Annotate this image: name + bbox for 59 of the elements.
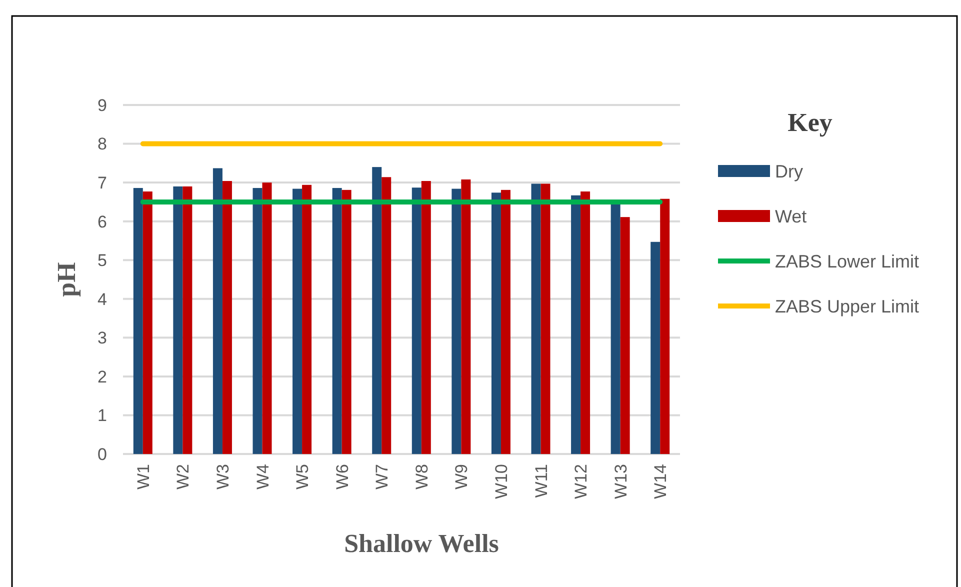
bar — [292, 188, 302, 454]
bar — [382, 177, 392, 454]
bar — [540, 184, 550, 454]
bar — [372, 167, 382, 454]
bar — [500, 190, 510, 454]
bar — [222, 181, 232, 454]
x-axis-title: Shallow Wells — [344, 529, 499, 558]
bar — [212, 168, 222, 454]
y-tick-label: 2 — [98, 367, 107, 386]
x-tick-label: W13 — [611, 464, 630, 499]
bar — [342, 190, 352, 454]
y-tick-label: 6 — [98, 212, 107, 232]
x-tick-label: W7 — [372, 464, 392, 490]
bar — [302, 184, 312, 454]
y-tick-label: 1 — [98, 406, 107, 426]
bar — [332, 188, 342, 454]
y-tick-label: 0 — [98, 444, 107, 464]
bar — [452, 188, 462, 454]
x-tick-label: W11 — [532, 464, 551, 498]
x-tick-label: W4 — [253, 464, 272, 490]
bar — [262, 182, 272, 454]
bar — [142, 191, 152, 454]
y-tick-label: 7 — [98, 174, 107, 193]
x-tick-label: W10 — [492, 464, 511, 499]
y-tick-label: 8 — [98, 134, 107, 154]
x-tick-label: W6 — [332, 464, 352, 490]
legend-title: Key — [788, 108, 832, 137]
x-tick-label: W12 — [572, 464, 591, 499]
legend-label: ZABS Lower Limit — [775, 251, 920, 272]
y-tick-label: 4 — [98, 290, 107, 309]
bar — [580, 191, 590, 454]
bar — [182, 186, 192, 454]
x-tick-label: W1 — [134, 464, 153, 490]
y-axis-title: pH — [52, 262, 81, 297]
x-tick-label: W2 — [174, 464, 193, 490]
bar — [252, 188, 262, 454]
legend-label: Dry — [775, 161, 803, 182]
x-tick-label: W14 — [651, 464, 670, 499]
x-tick-label: W3 — [213, 464, 232, 490]
bar — [133, 188, 143, 454]
bar — [660, 198, 670, 454]
bar — [650, 242, 660, 454]
bar — [412, 188, 422, 454]
bar — [421, 181, 431, 454]
x-tick-label: W8 — [412, 464, 432, 490]
bar — [610, 203, 620, 454]
x-tick-label: W5 — [293, 464, 312, 490]
y-tick-label: 9 — [98, 96, 107, 115]
legend-label: Wet — [775, 206, 807, 226]
y-tick-label: 5 — [98, 251, 107, 270]
bar — [571, 195, 581, 454]
x-tick-label: W9 — [452, 464, 472, 490]
y-tick-label: 3 — [98, 328, 107, 348]
legend-label: ZABS Upper Limit — [775, 296, 920, 316]
bar — [531, 184, 541, 454]
bar — [491, 192, 501, 454]
bar — [173, 186, 183, 454]
bar — [620, 217, 630, 454]
bar — [461, 179, 471, 454]
